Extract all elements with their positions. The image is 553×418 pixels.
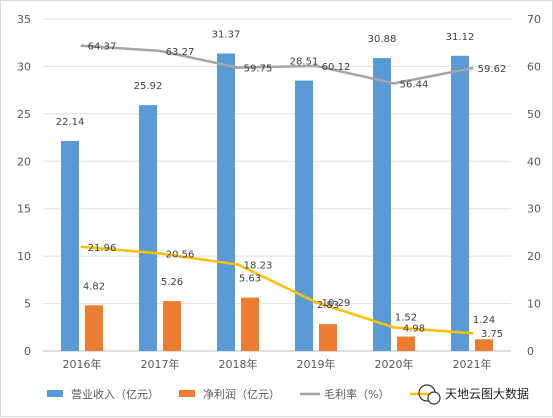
legend-label: 毛利率（%）	[324, 387, 389, 401]
line-data-label: 59.62	[478, 64, 507, 75]
line-data-label: 63.27	[166, 47, 195, 58]
axes: 0 5 10 15 20 25 30 35 0 10 20 30 40 50 60 70 2016年 2017年 2…	[17, 13, 541, 371]
data-labels: 22.14 25.92 31.37 28.51 30.88 31.12 4.82 5.26 5.…	[56, 29, 507, 340]
bar-data-label: 31.12	[446, 32, 475, 43]
y2-tick-label: 40	[527, 155, 541, 168]
line-data-label: 20.56	[166, 249, 195, 260]
line-data-label: 60.12	[322, 62, 351, 73]
y2-tick-label: 0	[527, 345, 534, 358]
line-series	[81, 245, 473, 335]
y-tick-label: 20	[17, 155, 31, 168]
bar-data-label: 1.24	[473, 315, 495, 326]
bar-data-label: 5.63	[239, 274, 261, 285]
bar	[319, 324, 337, 351]
bar	[85, 305, 103, 351]
line-point	[314, 300, 318, 304]
line-series	[81, 44, 473, 85]
x-tick-label: 2018年	[219, 357, 258, 371]
line-point	[236, 66, 240, 70]
y-tick-label: 10	[17, 250, 31, 263]
bar-data-label: 22.14	[56, 117, 85, 128]
line-data-label: 59.75	[244, 64, 273, 75]
bar	[397, 336, 415, 351]
bar	[61, 140, 79, 351]
watermark-text: 天地云图大数据	[445, 386, 529, 401]
legend-swatch	[179, 390, 195, 397]
y2-tick-label: 70	[527, 13, 541, 26]
y-tick-label: 5	[24, 298, 31, 311]
line-data-label: 3.75	[481, 329, 503, 340]
line-data-label: 56.44	[400, 79, 429, 90]
bar-data-label: 2.83	[317, 300, 339, 311]
bar	[217, 53, 235, 352]
line-point	[392, 325, 396, 329]
line-point	[236, 263, 240, 267]
x-tick-label: 2021年	[453, 357, 492, 371]
bar	[475, 339, 493, 351]
line-point	[80, 44, 84, 48]
legend-swatch	[47, 390, 63, 397]
x-tick-label: 2019年	[297, 357, 336, 371]
line-point	[392, 81, 396, 85]
y-tick-label: 35	[17, 13, 31, 26]
bar-data-label: 4.82	[83, 281, 105, 292]
y2-tick-label: 50	[527, 108, 541, 121]
bar-data-label: 30.88	[368, 34, 397, 45]
watermark: 天地云图大数据	[418, 384, 529, 405]
bar-data-label: 5.26	[161, 277, 183, 288]
line-data-label: 18.23	[244, 261, 273, 272]
y-tick-label: 30	[17, 60, 31, 73]
bars	[61, 53, 493, 352]
bar	[241, 297, 259, 351]
line-point	[158, 251, 162, 255]
legend: 营业收入（亿元） 净利润（亿元） 毛利率（%）	[47, 387, 430, 401]
bar	[163, 301, 181, 351]
line-point	[470, 66, 474, 70]
bar	[139, 105, 157, 352]
x-tick-label: 2020年	[375, 357, 414, 371]
bar-data-label: 1.52	[395, 313, 417, 324]
y2-tick-label: 60	[527, 60, 541, 73]
legend-label: 营业收入（亿元）	[71, 387, 159, 401]
x-tick-label: 2016年	[63, 357, 102, 371]
wechat-icon-bubble	[427, 391, 441, 405]
bar	[373, 58, 391, 351]
bar-data-label: 28.51	[290, 57, 319, 68]
y2-tick-label: 20	[527, 250, 541, 263]
line-data-label: 64.37	[88, 42, 117, 53]
y2-tick-label: 10	[527, 298, 541, 311]
bar	[451, 55, 469, 352]
bar-data-label: 25.92	[134, 81, 163, 92]
grid	[43, 18, 511, 352]
bar	[295, 80, 313, 351]
line-data-label: 4.98	[403, 323, 425, 334]
lines	[80, 44, 474, 335]
x-tick-label: 2017年	[141, 357, 180, 371]
y-tick-label: 0	[24, 345, 31, 358]
line-point	[470, 331, 474, 335]
legend-label: 净利润（亿元）	[203, 387, 280, 401]
line-point	[80, 245, 84, 249]
y2-tick-label: 30	[527, 203, 541, 216]
line-point	[314, 64, 318, 68]
y-tick-label: 15	[17, 203, 31, 216]
bar-data-label: 31.37	[212, 29, 241, 40]
line-data-label: 10.29	[322, 298, 351, 309]
line-point	[158, 49, 162, 53]
line-data-label: 21.96	[88, 243, 117, 254]
y-tick-label: 25	[17, 108, 31, 121]
